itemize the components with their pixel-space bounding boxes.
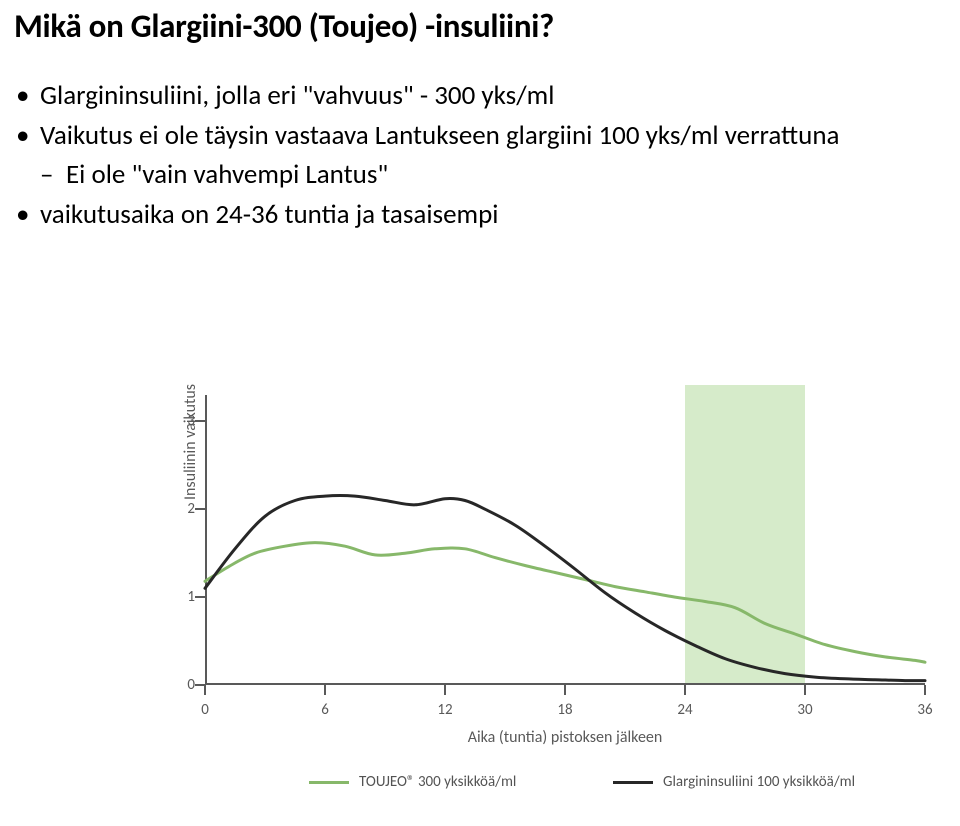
x-tick [684,685,686,695]
legend-item-glargine: Glargininsuliini 100 yksikköä/ml [613,773,855,791]
y-tick [195,420,205,422]
bullet-item: Glargininsuliini, jolla eri "vahvuus" - … [14,78,960,114]
legend-label: TOUJEO® 300 yksikköä/ml [359,773,516,791]
x-tick-label: 12 [425,701,465,719]
sub-bullet-text: Ei ole "vain vahvempi Lantus" [66,158,388,191]
plot-svg [205,395,925,685]
bullet-text: Glargininsuliini, jolla eri "vahvuus" - … [40,79,554,112]
bullet-text: vaikutusaika on 24-36 tuntia ja tasaisem… [40,198,498,231]
sub-bullet-list: Ei ole "vain vahvempi Lantus" [40,157,960,193]
x-tick [804,685,806,695]
x-tick [924,685,926,695]
x-axis-label: Aika (tuntia) pistoksen jälkeen [205,728,925,747]
bullet-item: Vaikutus ei ole täysin vastaava Lantukse… [14,118,960,193]
x-tick-label: 24 [665,701,705,719]
bullet-text: Vaikutus ei ole täysin vastaava Lantukse… [40,119,839,152]
series-line [205,496,925,681]
chart: Insuliinin vaikutus Aika (tuntia) pistok… [143,385,941,805]
y-tick-label: 1 [171,588,195,606]
y-tick-label: 0 [171,676,195,694]
legend-item-toujeo: TOUJEO® 300 yksikköä/ml [309,773,516,791]
x-tick [444,685,446,695]
legend-swatch-icon [613,781,653,784]
x-tick [324,685,326,695]
x-tick-label: 30 [785,701,825,719]
x-tick-label: 0 [185,701,225,719]
y-tick-label: 3 [171,412,195,430]
x-tick-label: 36 [905,701,945,719]
legend-label: Glargininsuliini 100 yksikköä/ml [663,773,855,791]
x-tick-label: 18 [545,701,585,719]
plot-area: Insuliinin vaikutus Aika (tuntia) pistok… [205,395,925,685]
bullet-list: Glargininsuliini, jolla eri "vahvuus" - … [14,78,960,234]
legend-swatch-icon [309,781,349,784]
y-tick-label: 2 [171,500,195,518]
x-tick-label: 6 [305,701,345,719]
y-axis-label: Insuliinin vaikutus [181,384,200,500]
slide: Mikä on Glargiini-300 (Toujeo) -insuliin… [0,0,960,826]
slide-title: Mikä on Glargiini-300 (Toujeo) -insuliin… [14,6,960,46]
legend: TOUJEO® 300 yksikköä/ml Glargininsuliini… [205,773,925,801]
bullet-item: vaikutusaika on 24-36 tuntia ja tasaisem… [14,197,960,233]
sub-bullet-item: Ei ole "vain vahvempi Lantus" [40,157,960,193]
y-tick [195,508,205,510]
x-tick [564,685,566,695]
x-tick [204,685,206,695]
y-tick [195,596,205,598]
